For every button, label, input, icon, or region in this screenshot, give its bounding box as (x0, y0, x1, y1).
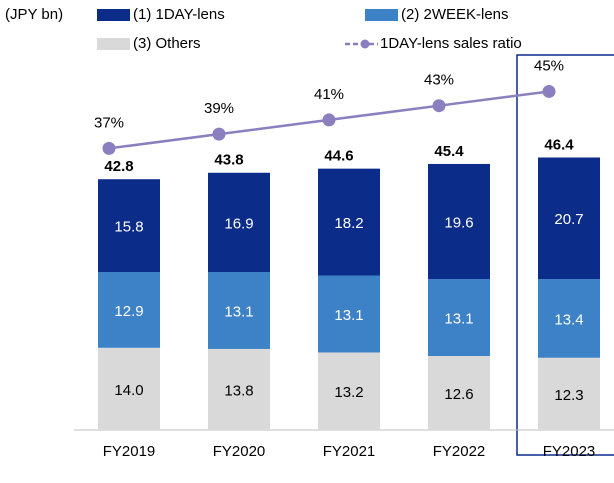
ratio-label: 41% (314, 86, 344, 103)
segment-label: 13.8 (224, 382, 253, 399)
segment-label: 19.6 (444, 214, 473, 231)
legend-swatch (97, 38, 130, 50)
bar-segment (538, 357, 600, 430)
bar-segment (208, 348, 270, 430)
bar-segment (98, 272, 160, 348)
bar-segment (98, 347, 160, 430)
ratio-dot (102, 141, 116, 155)
bar-segment (318, 352, 380, 430)
legend-label: (2) 2WEEK-lens (401, 6, 509, 23)
x-tick-label: FY2020 (213, 443, 266, 460)
legend-swatch (97, 9, 130, 21)
segment-label: 12.9 (114, 303, 143, 320)
bar-segment (538, 157, 600, 280)
x-tick-label: FY2023 (543, 443, 596, 460)
segment-label: 18.2 (334, 215, 363, 232)
ratio-dot (322, 113, 336, 127)
ratio-dot (542, 84, 556, 98)
legend-label: (1) 1DAY-lens (133, 6, 225, 23)
bar-segment (98, 179, 160, 273)
highlight-box (516, 54, 614, 456)
segment-label: 20.7 (554, 211, 583, 228)
ratio-label: 37% (94, 114, 124, 131)
ratio-label: 39% (204, 100, 234, 117)
ratio-dot (212, 127, 226, 141)
total-label: 42.8 (104, 158, 133, 175)
unit-label: (JPY bn) (5, 6, 63, 23)
segment-label: 13.2 (334, 384, 363, 401)
bar-segment (208, 172, 270, 273)
total-label: 45.4 (434, 143, 464, 160)
total-label: 44.6 (324, 148, 353, 165)
segment-label: 14.0 (114, 382, 143, 399)
segment-label: 12.6 (444, 386, 473, 403)
segment-label: 12.3 (554, 387, 583, 404)
legend-label: 1DAY-lens sales ratio (380, 35, 522, 52)
bar-segment (428, 356, 490, 430)
segment-label: 13.1 (444, 311, 473, 328)
bar-segment (538, 279, 600, 358)
ratio-label: 43% (424, 72, 454, 89)
segment-label: 16.9 (224, 215, 253, 232)
x-tick-label: FY2022 (433, 443, 486, 460)
bar-segment (428, 163, 490, 280)
segment-label: 13.4 (554, 311, 583, 328)
segment-label: 13.1 (224, 303, 253, 320)
segment-label: 13.1 (334, 307, 363, 324)
legend-label: (3) Others (133, 35, 201, 52)
bar-segment (318, 275, 380, 353)
ratio-label: 45% (534, 57, 564, 74)
legend-dot (360, 39, 370, 49)
bar-segment (208, 272, 270, 349)
ratio-dot (432, 99, 446, 113)
bar-segment (318, 168, 380, 276)
x-tick-label: FY2019 (103, 443, 156, 460)
bar-segment (428, 279, 490, 356)
total-label: 43.8 (214, 152, 243, 169)
total-label: 46.4 (544, 136, 574, 153)
x-tick-label: FY2021 (323, 443, 376, 460)
legend-swatch (365, 9, 398, 21)
segment-label: 15.8 (114, 219, 143, 236)
